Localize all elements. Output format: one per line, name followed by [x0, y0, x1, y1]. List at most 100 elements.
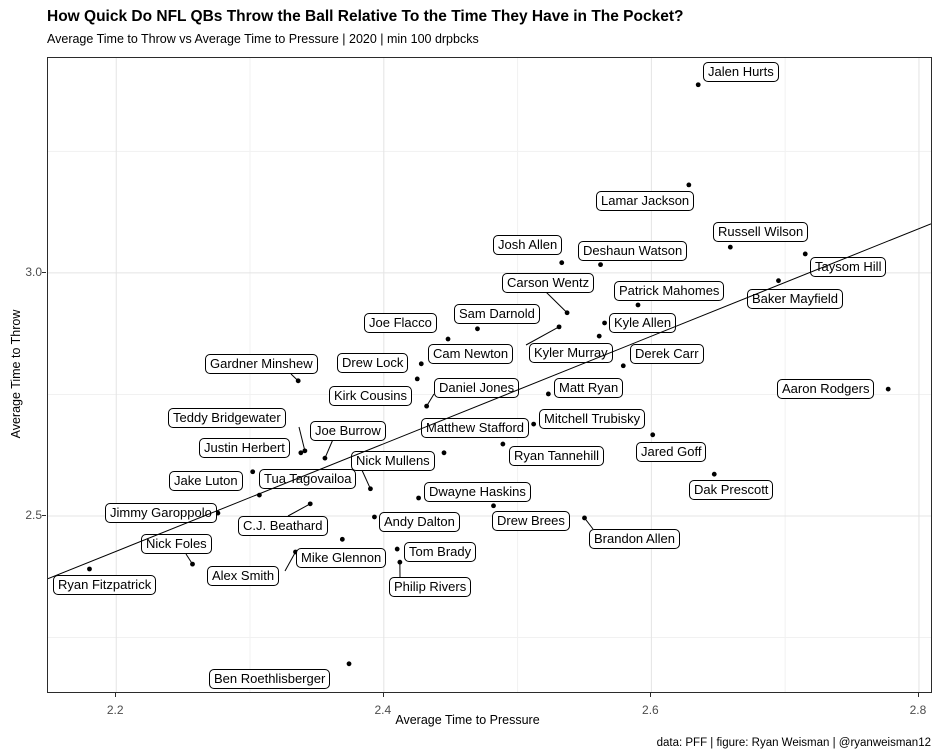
label-leader-line [360, 467, 371, 489]
data-point [491, 503, 496, 509]
qb-label: Philip Rivers [389, 577, 472, 597]
qb-label: Alex Smith [207, 566, 280, 586]
qb-label: Dak Prescott [689, 480, 774, 500]
qb-label: Baker Mayfield [747, 289, 843, 309]
data-point [424, 403, 430, 409]
x-tick-mark [917, 693, 919, 697]
data-point [190, 561, 195, 567]
qb-label: Tom Brady [404, 542, 477, 562]
qb-label: Justin Herbert [199, 438, 290, 458]
y-axis-title: Average Time to Throw [9, 309, 23, 439]
data-point [686, 182, 692, 188]
data-point [598, 262, 603, 268]
qb-label: Andy Dalton [379, 512, 460, 532]
data-point [582, 515, 587, 521]
y-tick-label: 3.0 [25, 264, 42, 279]
data-point [596, 333, 602, 339]
data-point [295, 378, 301, 384]
data-point [695, 82, 701, 88]
data-point [500, 441, 506, 447]
label-leader-line [284, 551, 296, 572]
data-point [727, 244, 733, 250]
data-point [322, 455, 328, 461]
qb-label: Carson Wentz [502, 273, 595, 293]
qb-label: Tua Tagovailoa [259, 469, 357, 489]
y-tick-mark [42, 271, 46, 273]
data-point [441, 450, 447, 456]
data-point [475, 326, 480, 332]
data-point [620, 363, 626, 369]
chart-title: How Quick Do NFL QBs Throw the Ball Rela… [47, 8, 684, 25]
x-tick-label: 2.6 [642, 703, 659, 717]
qb-label: Joe Burrow [310, 421, 386, 441]
data-point [394, 546, 400, 552]
data-point [368, 486, 373, 492]
x-tick-label: 2.8 [909, 703, 927, 717]
data-point [556, 324, 562, 330]
qb-label: Mike Glennon [296, 548, 387, 568]
data-point [416, 495, 421, 501]
y-tick-label: 2.5 [25, 507, 42, 522]
qb-label: Cam Newton [428, 344, 514, 364]
data-point [559, 260, 565, 266]
qb-label: Ryan Tannehill [509, 446, 605, 466]
qb-label: Russell Wilson [713, 222, 809, 242]
x-tick-mark [650, 693, 652, 697]
qb-label: Deshaun Watson [578, 241, 688, 261]
qb-label: Kyle Allen [609, 313, 677, 333]
x-tick-label: 2.4 [374, 703, 392, 717]
x-tick-mark [115, 693, 117, 697]
data-point [339, 536, 345, 542]
label-leader-line [545, 291, 568, 314]
qb-label: Dwayne Haskins [424, 482, 531, 502]
plot-panel: Jalen Hurts Lamar Jackson Russell Wilson Ta… [47, 57, 932, 693]
qb-label: Matthew Stafford [421, 418, 530, 438]
x-axis-title: Average Time to Pressure [395, 713, 540, 727]
data-point [372, 514, 377, 520]
qb-label: Nick Mullens [351, 451, 435, 471]
qb-label: Mitchell Trubisky [539, 409, 646, 429]
qb-label: Joe Flacco [364, 313, 437, 333]
data-point [711, 471, 717, 477]
data-point [397, 559, 403, 565]
qb-label: Derek Carr [630, 344, 704, 364]
data-point [298, 450, 304, 456]
data-point [802, 251, 808, 257]
data-point [250, 469, 256, 475]
qb-label: Jake Luton [169, 471, 243, 491]
qb-label: Kirk Cousins [329, 386, 412, 406]
data-point [87, 566, 92, 572]
data-point [445, 336, 451, 342]
qb-label: Teddy Bridgewater [168, 408, 286, 428]
data-point [564, 310, 570, 316]
qb-label: Matt Ryan [554, 378, 624, 398]
qb-label: Jared Goff [636, 442, 707, 462]
label-leader-line [287, 503, 311, 517]
qb-label: Josh Allen [493, 235, 563, 255]
qb-label: Sam Darnold [454, 304, 540, 324]
qb-label: Kyler Murray [529, 343, 613, 363]
credit-line: data: PFF | figure: Ryan Weisman | @ryan… [656, 737, 931, 749]
data-point [418, 361, 424, 367]
qb-label: Ben Roethlisberger [209, 669, 331, 689]
points-layer [87, 82, 891, 667]
data-point [256, 492, 262, 498]
data-point [346, 661, 352, 667]
qb-label: Patrick Mahomes [614, 281, 725, 301]
qb-label: Nick Foles [141, 534, 212, 554]
chart-subtitle: Average Time to Throw vs Average Time to… [47, 32, 479, 46]
qb-label: Gardner Minshew [205, 354, 318, 374]
qb-label: Daniel Jones [434, 378, 520, 398]
x-tick-label: 2.2 [106, 703, 124, 717]
data-point [635, 302, 641, 308]
data-point [545, 391, 551, 397]
qb-label: Jalen Hurts [703, 62, 779, 82]
qb-label: Taysom Hill [810, 257, 887, 277]
data-point [531, 421, 537, 427]
data-point [307, 501, 313, 507]
data-point [650, 432, 656, 438]
data-point [885, 386, 891, 392]
qb-label: Brandon Allen [589, 529, 680, 549]
label-leader-line [298, 426, 306, 451]
